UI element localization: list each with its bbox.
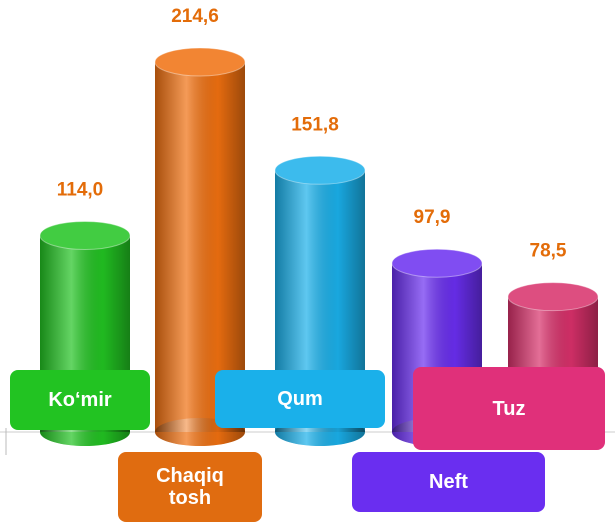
cylinder-top-shade	[275, 156, 365, 185]
category-label: Neft	[352, 452, 545, 512]
category-text: Qum	[277, 388, 323, 410]
cylinder-top-shade	[508, 282, 598, 311]
value-label: 114,0	[57, 179, 104, 200]
category-label: Ko‘mir	[10, 370, 150, 430]
cylinder-top	[154, 47, 246, 77]
cylinder-top	[274, 155, 366, 185]
cylinder-top	[391, 248, 483, 278]
cylinder-top-shade	[40, 221, 130, 250]
category-text: Tuz	[492, 397, 526, 420]
value-label: 78,5	[530, 241, 567, 262]
category-text: Chaqiq tosh	[156, 465, 224, 509]
category-text: Neft	[429, 471, 468, 493]
cylinder-top-shade	[155, 48, 245, 76]
category-label: Tuz	[413, 367, 605, 450]
value-label: 97,9	[414, 207, 451, 228]
value-label: 214,6	[171, 6, 219, 27]
cylinder-top-shade	[392, 249, 482, 278]
value-label: 151,8	[291, 114, 339, 135]
category-label: Qum	[215, 370, 385, 428]
cylinder-top	[507, 282, 599, 312]
category-label: Chaqiq tosh	[118, 452, 262, 522]
category-text: Ko‘mir	[48, 389, 112, 411]
cylinder-top	[39, 220, 131, 250]
